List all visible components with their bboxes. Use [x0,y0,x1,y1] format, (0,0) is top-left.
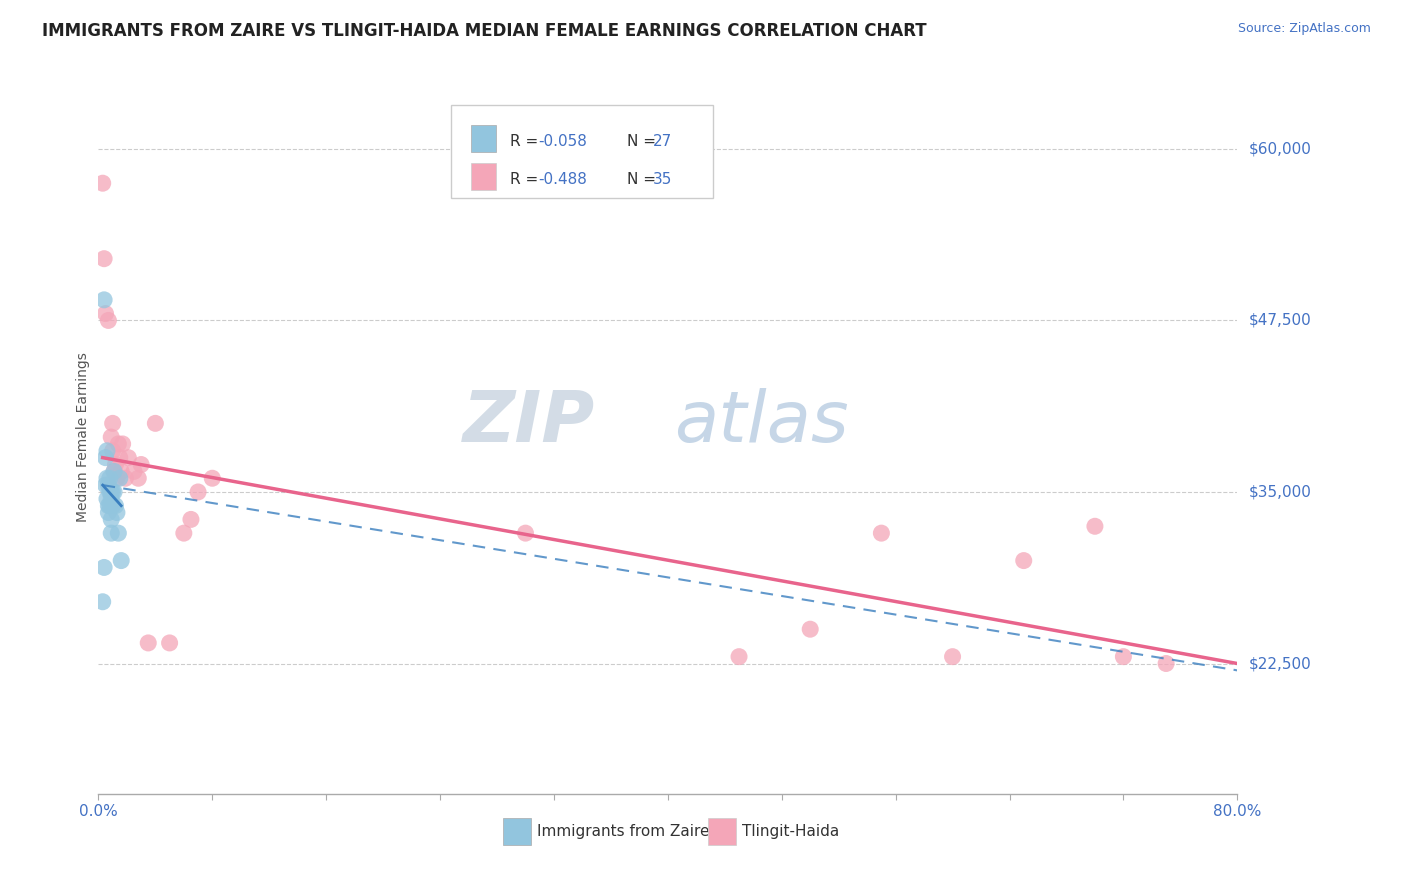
Text: 27: 27 [652,134,672,149]
Point [100,491,122,506]
Point [97,478,120,492]
Point [187,485,209,500]
Text: $60,000: $60,000 [1249,142,1312,156]
Point [100,512,122,526]
Point [108,471,131,485]
Point [104,499,127,513]
Y-axis label: Median Female Earnings: Median Female Earnings [76,352,90,522]
Point [91,176,114,190]
Point [728,649,751,664]
FancyBboxPatch shape [503,818,531,846]
Text: -0.058: -0.058 [538,134,586,149]
Point [98,471,121,485]
Text: Tlingit-Haida: Tlingit-Haida [742,824,839,839]
Text: -0.488: -0.488 [538,171,586,186]
Point [110,553,132,567]
Point [97,506,120,520]
Point [136,636,159,650]
Text: $22,500: $22,500 [1249,656,1312,671]
Point [93,293,115,307]
Point [94,478,117,492]
Point [101,443,124,458]
Point [100,485,122,500]
Text: R =: R = [509,171,543,186]
Point [97,499,120,513]
Text: Immigrants from Zaire: Immigrants from Zaire [537,824,710,839]
Text: Source: ZipAtlas.com: Source: ZipAtlas.com [1237,22,1371,36]
FancyBboxPatch shape [471,162,496,190]
Point [105,506,128,520]
Point [101,499,124,513]
Point [97,313,120,327]
Text: $47,500: $47,500 [1249,313,1312,328]
Text: $35,000: $35,000 [1249,484,1312,500]
Point [799,622,821,636]
Point [94,307,117,321]
Point [180,512,202,526]
Point [1112,649,1135,664]
Point [117,450,139,465]
Point [107,437,129,451]
Point [515,526,537,541]
Text: 35: 35 [652,171,672,186]
Point [96,471,118,485]
Point [173,526,195,541]
Point [111,437,134,451]
Point [91,595,114,609]
Text: atlas: atlas [673,388,848,458]
Point [129,458,152,472]
FancyBboxPatch shape [707,818,737,846]
Point [114,471,136,485]
Point [100,430,122,444]
Text: R =: R = [509,134,543,149]
Point [942,649,965,664]
Point [101,485,124,500]
Point [98,499,121,513]
Point [103,464,125,478]
Point [145,417,167,431]
Point [127,471,149,485]
Point [100,526,122,541]
Point [122,464,145,478]
Text: IMMIGRANTS FROM ZAIRE VS TLINGIT-HAIDA MEDIAN FEMALE EARNINGS CORRELATION CHART: IMMIGRANTS FROM ZAIRE VS TLINGIT-HAIDA M… [42,22,927,40]
Point [105,471,128,485]
FancyBboxPatch shape [451,105,713,198]
Point [103,464,125,478]
Point [94,450,117,465]
Point [108,450,131,465]
Point [870,526,893,541]
FancyBboxPatch shape [471,125,496,153]
Point [110,464,132,478]
Point [93,252,115,266]
Point [159,636,181,650]
Point [1084,519,1107,533]
Point [96,443,118,458]
Point [103,485,125,500]
Point [1154,657,1177,671]
Text: N =: N = [627,171,661,186]
Point [101,417,124,431]
Text: ZIP: ZIP [463,388,595,458]
Point [93,560,115,574]
Point [107,526,129,541]
Point [1012,553,1035,567]
Point [98,485,121,500]
Text: N =: N = [627,134,661,149]
Point [104,458,127,472]
Point [96,491,118,506]
Point [201,471,224,485]
